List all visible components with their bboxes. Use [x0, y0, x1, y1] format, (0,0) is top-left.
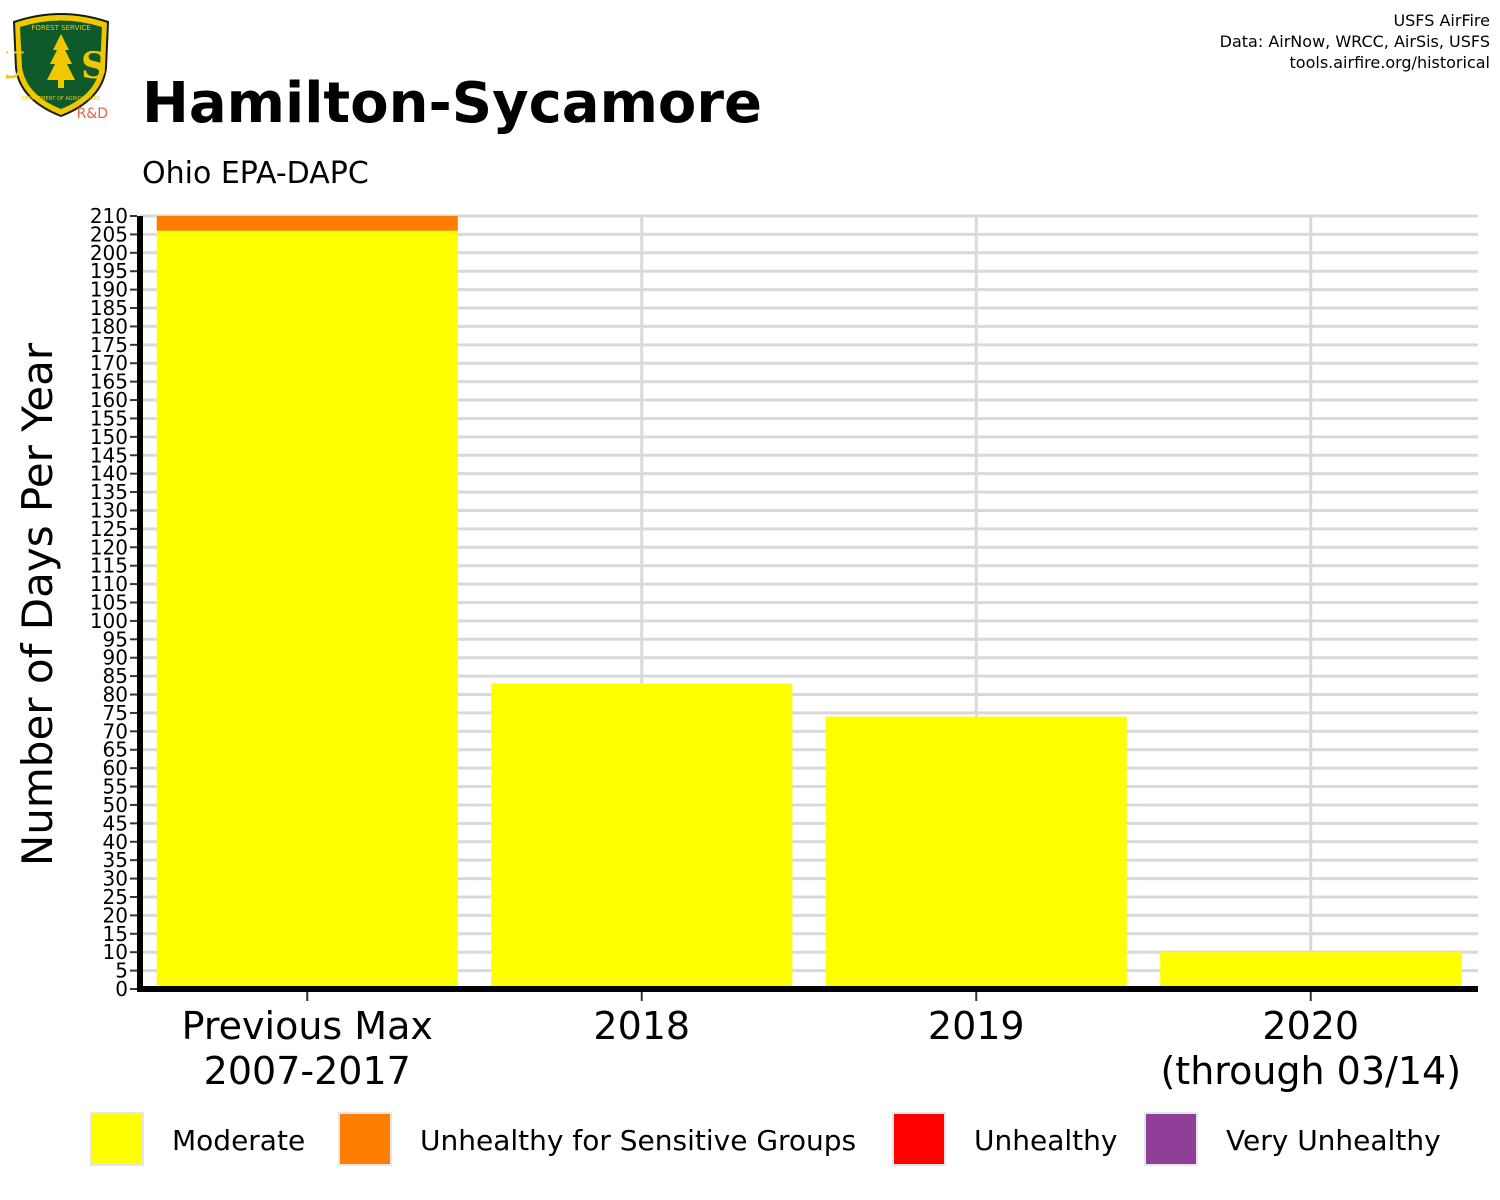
y-tick-label: 165	[90, 370, 128, 394]
y-tick-label: 60	[103, 756, 128, 780]
y-tick-label: 180	[90, 314, 128, 338]
y-tick-label: 135	[90, 480, 128, 504]
x-tick-label: 2018	[593, 1004, 690, 1048]
legend-label: Moderate	[172, 1124, 306, 1157]
credit-line-3: tools.airfire.org/historical	[1289, 53, 1490, 72]
y-tick-label: 90	[103, 646, 128, 670]
legend-swatch	[90, 1112, 144, 1166]
bar-moderate	[491, 683, 793, 989]
y-tick-label: 55	[103, 775, 128, 799]
y-tick-label: 105	[90, 591, 128, 615]
svg-text:FOREST SERVICE: FOREST SERVICE	[31, 24, 90, 32]
y-tick-label: 125	[90, 517, 128, 541]
y-tick-label: 200	[90, 241, 128, 265]
y-tick-label: 0	[115, 977, 128, 1001]
y-tick-label: 20	[103, 903, 128, 927]
y-tick-label: 25	[103, 885, 128, 909]
legend-label: Unhealthy for Sensitive Groups	[420, 1124, 857, 1157]
y-tick-label: 40	[103, 830, 128, 854]
svg-text:DEPARTMENT OF AGRICULTURE: DEPARTMENT OF AGRICULTURE	[22, 96, 100, 102]
y-tick-label: 75	[103, 701, 128, 725]
y-tick-label: 185	[90, 296, 128, 320]
y-tick-label: 5	[115, 959, 128, 983]
bars	[156, 216, 1462, 989]
legend-label: Unhealthy	[974, 1124, 1118, 1157]
y-tick-label: 30	[103, 867, 128, 891]
y-tick-label: 10	[103, 940, 128, 964]
y-tick-label: 145	[90, 443, 128, 467]
usfs-logo: U S FOREST SERVICE DEPARTMENT OF AGRICUL…	[0, 8, 116, 122]
y-tick-label: 110	[90, 572, 128, 596]
y-tick-label: 35	[103, 848, 128, 872]
svg-text:U S: U S	[6, 45, 116, 87]
y-tick-label: 150	[90, 425, 128, 449]
credits: USFS AirFire Data: AirNow, WRCC, AirSis,…	[1220, 10, 1490, 73]
x-tick-label: 2007-2017	[204, 1049, 411, 1093]
usfs-shield-icon: U S FOREST SERVICE DEPARTMENT OF AGRICUL…	[0, 13, 116, 122]
y-tick-label: 115	[90, 554, 128, 578]
x-tick-label: 2019	[928, 1004, 1025, 1048]
y-tick-label: 155	[90, 406, 128, 430]
y-tick-label: 170	[90, 351, 128, 375]
bar-moderate	[156, 230, 458, 989]
y-tick-label: 205	[90, 222, 128, 246]
y-tick-label: 160	[90, 388, 128, 412]
legend-swatch	[892, 1112, 946, 1166]
y-tick-label: 85	[103, 664, 128, 688]
x-tick-label: 2020	[1262, 1004, 1359, 1048]
x-tick-label: (through 03/14)	[1160, 1049, 1461, 1093]
y-tick-label: 195	[90, 259, 128, 283]
bar-moderate	[1160, 952, 1462, 989]
y-tick-label: 140	[90, 462, 128, 486]
y-tick-label: 175	[90, 333, 128, 357]
logo-rnd: R&D	[77, 106, 108, 120]
bar-chart: 0510152025303540455055606570758085909510…	[13, 204, 1478, 1093]
y-tick-label: 210	[90, 204, 128, 228]
legend-swatch	[1144, 1112, 1198, 1166]
y-tick-label: 100	[90, 609, 128, 633]
chart-subtitle: Ohio EPA-DAPC	[142, 156, 369, 191]
chart-legend: Moderate Unhealthy for Sensitive Groups Un…	[90, 1112, 1490, 1170]
y-tick-label: 130	[90, 498, 128, 522]
y-tick-labels: 0510152025303540455055606570758085909510…	[90, 204, 137, 1001]
y-tick-label: 190	[90, 278, 128, 302]
x-tick-label: Previous Max	[182, 1004, 433, 1048]
y-tick-label: 65	[103, 738, 128, 762]
chart-title: Hamilton-Sycamore	[142, 71, 762, 136]
y-tick-label: 15	[103, 922, 128, 946]
y-tick-label: 80	[103, 683, 128, 707]
y-tick-label: 45	[103, 811, 128, 835]
legend-swatch	[338, 1112, 392, 1166]
credit-line-1: USFS AirFire	[1393, 11, 1490, 30]
y-tick-label: 95	[103, 627, 128, 651]
bar-moderate	[825, 716, 1127, 989]
y-axis-title: Number of Days Per Year	[13, 342, 62, 866]
credit-line-2: Data: AirNow, WRCC, AirSis, USFS	[1219, 32, 1490, 51]
legend-label: Very Unhealthy	[1226, 1124, 1441, 1157]
bar-unhealthy-for-sensitive-groups	[156, 216, 458, 231]
y-tick-label: 120	[90, 535, 128, 559]
y-tick-label: 50	[103, 793, 128, 817]
y-tick-label: 70	[103, 719, 128, 743]
